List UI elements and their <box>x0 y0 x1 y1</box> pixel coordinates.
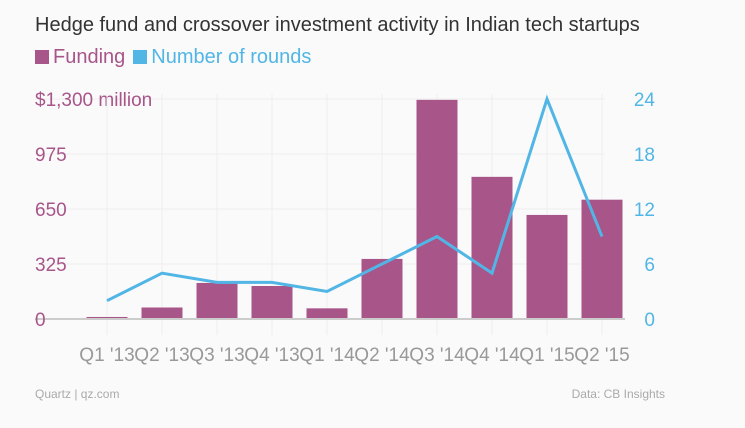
x-tick-label: Q1 '14 <box>299 345 355 366</box>
legend-item-funding: Funding <box>35 46 125 69</box>
right-tick-label: 18 <box>634 145 655 166</box>
bar-funding <box>141 307 183 319</box>
right-tick-label: 12 <box>634 200 655 221</box>
right-tick-label: 6 <box>644 255 655 276</box>
bar-funding <box>361 258 403 319</box>
bar-funding <box>471 176 513 319</box>
left-tick-label: 650 <box>35 200 67 221</box>
bar-funding <box>526 214 568 319</box>
left-tick-label: $1,300 million <box>35 90 152 111</box>
x-tick-label: Q2 '13 <box>134 345 189 366</box>
x-tick-label: Q3 '14 <box>409 345 465 366</box>
line-number-of-rounds <box>106 94 604 303</box>
left-tick-label: 325 <box>35 255 67 276</box>
x-tick-label: Q2 '15 <box>574 345 629 366</box>
left-tick-label: 0 <box>35 310 46 331</box>
legend-swatch-funding <box>35 50 49 64</box>
legend: Funding Number of rounds <box>35 46 311 69</box>
footer-source-left: Quartz | qz.com <box>35 387 120 401</box>
right-tick-label: 0 <box>644 310 655 331</box>
legend-item-rounds: Number of rounds <box>133 46 311 69</box>
right-tick-label: 24 <box>634 90 656 111</box>
left-tick-label: 975 <box>35 145 67 166</box>
chart-title: Hedge fund and crossover investment acti… <box>35 14 640 36</box>
x-tick-label: Q1 '13 <box>79 345 134 366</box>
legend-label: Number of rounds <box>151 46 312 68</box>
legend-swatch-rounds <box>133 50 148 64</box>
bar-funding <box>416 99 458 319</box>
x-tick-label: Q1 '15 <box>519 345 574 366</box>
x-tick-label: Q2 '14 <box>354 345 410 366</box>
bar-funding <box>251 286 293 319</box>
x-tick-label: Q4 '14 <box>464 345 520 366</box>
footer-source-right: Data: CB Insights <box>571 387 665 401</box>
bar-funding <box>306 308 348 319</box>
bar-funding <box>581 199 623 319</box>
x-tick-label: Q3 '13 <box>189 345 244 366</box>
bar-funding <box>196 282 238 319</box>
x-tick-label: Q4 '13 <box>244 345 299 366</box>
bar-funding <box>86 316 128 319</box>
legend-label: Funding <box>53 46 126 68</box>
